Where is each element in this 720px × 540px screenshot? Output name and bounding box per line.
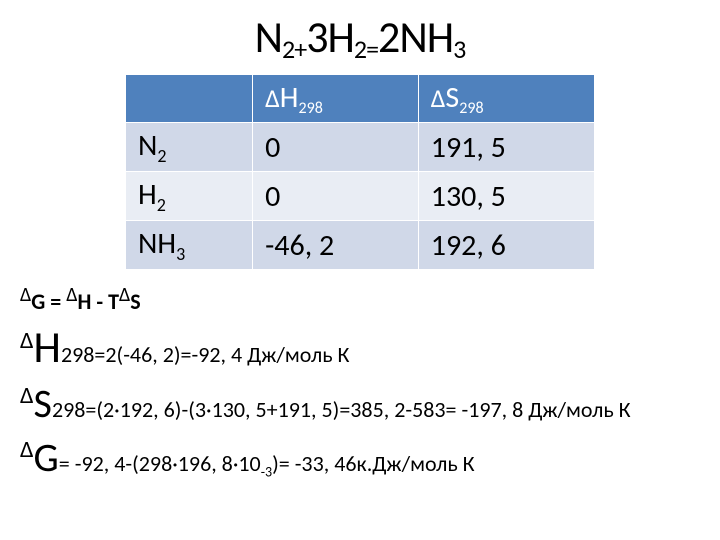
col-dh: ΔH298 [253, 75, 419, 123]
calculation-lines: ΔG = ΔH - TΔS ΔH298=2(-46, 2)=-92, 4 Дж/… [20, 282, 700, 484]
gibbs-equation: ΔG = ΔH - TΔS [20, 282, 700, 317]
dh-cell: 0 [253, 172, 419, 221]
delta-h-calc: ΔH298=2(-46, 2)=-92, 4 Дж/моль К [20, 319, 700, 376]
delta-g-calc: ΔG= -92, 4-(298·196, 8·10-3)= -33, 46к.Д… [20, 432, 700, 484]
col-empty [126, 75, 253, 123]
table-row: N2 0 191, 5 [126, 123, 595, 172]
species-cell: H2 [126, 172, 253, 221]
dh-cell: 0 [253, 123, 419, 172]
species-cell: N2 [126, 123, 253, 172]
ds-cell: 191, 5 [418, 123, 594, 172]
reaction-equation: N2+3H2=2NH3 [20, 10, 700, 64]
table-row: H2 0 130, 5 [126, 172, 595, 221]
thermo-table: ΔH298 ΔS298 N2 0 191, 5 H2 0 130, 5 NH3 … [125, 74, 595, 270]
delta-s-calc: ΔS298=(2·192, 6)-(3·130, 5+191, 5)=385, … [20, 378, 700, 430]
dh-cell: -46, 2 [253, 221, 419, 270]
ds-cell: 130, 5 [418, 172, 594, 221]
table-row: NH3 -46, 2 192, 6 [126, 221, 595, 270]
species-cell: NH3 [126, 221, 253, 270]
ds-cell: 192, 6 [418, 221, 594, 270]
col-ds: ΔS298 [418, 75, 594, 123]
